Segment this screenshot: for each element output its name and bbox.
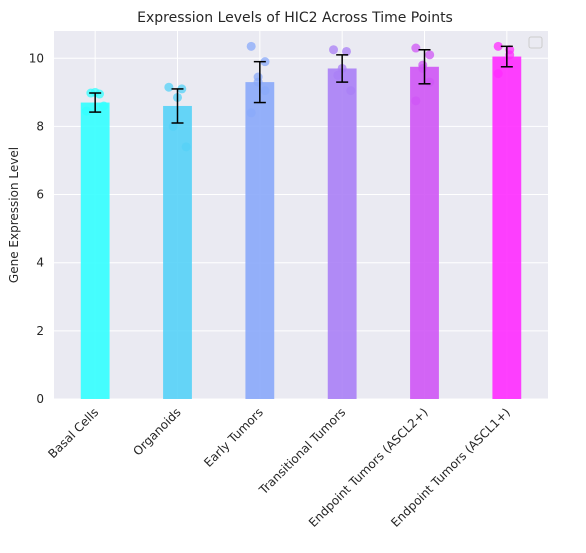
x-tick-label: Transitional Tumors bbox=[256, 405, 349, 498]
legend-box bbox=[528, 36, 543, 49]
bar bbox=[245, 82, 275, 399]
data-point bbox=[181, 142, 191, 152]
data-point bbox=[253, 77, 263, 87]
y-axis-label: Gene Expression Level bbox=[7, 147, 21, 283]
y-tick-label: 4 bbox=[36, 256, 44, 270]
y-tick-labels: 0 2 4 6 8 10 bbox=[29, 51, 44, 406]
bar bbox=[492, 56, 522, 400]
bars bbox=[80, 56, 522, 400]
error-bars bbox=[89, 45, 513, 124]
data-point bbox=[493, 69, 503, 79]
data-point bbox=[329, 45, 339, 55]
data-point bbox=[418, 63, 428, 73]
y-tick-label: 2 bbox=[36, 324, 44, 338]
data-point bbox=[346, 86, 356, 96]
data-point bbox=[246, 41, 256, 51]
bar bbox=[327, 68, 357, 400]
data-point bbox=[246, 108, 256, 118]
bar bbox=[410, 66, 439, 400]
x-tick-labels: Basal Cells Organoids Early TumorsTransiti… bbox=[45, 405, 513, 530]
x-tick-label: Early Tumors bbox=[201, 405, 266, 470]
y-tick-label: 0 bbox=[36, 392, 44, 406]
data-point bbox=[260, 86, 270, 96]
bar bbox=[163, 105, 192, 400]
data-point bbox=[425, 77, 435, 87]
y-tick-label: 6 bbox=[36, 188, 44, 202]
x-tick-label: Basal Cells bbox=[45, 405, 101, 461]
data-point bbox=[99, 101, 109, 111]
data-point bbox=[411, 43, 421, 53]
data-point bbox=[82, 106, 92, 116]
bar bbox=[80, 102, 110, 400]
data-point bbox=[341, 46, 351, 56]
data-point bbox=[168, 121, 178, 131]
y-tick-label: 8 bbox=[36, 119, 44, 133]
x-tick-label: Organoids bbox=[130, 405, 183, 458]
data-point bbox=[333, 70, 343, 80]
plot-background bbox=[54, 31, 548, 399]
chart-title: Expression Levels of HIC2 Across Time Po… bbox=[137, 10, 453, 26]
y-tick-label: 10 bbox=[29, 51, 44, 65]
data-point bbox=[411, 96, 421, 106]
data-point bbox=[493, 41, 503, 51]
data-point bbox=[425, 50, 435, 60]
data-point bbox=[164, 82, 174, 92]
